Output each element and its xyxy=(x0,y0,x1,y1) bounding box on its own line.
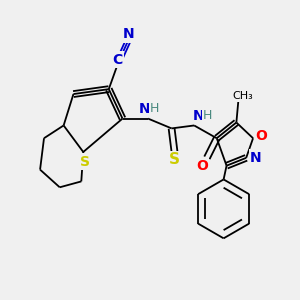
Text: S: S xyxy=(169,152,180,167)
Text: N: N xyxy=(138,102,150,116)
Text: CH₃: CH₃ xyxy=(233,91,254,101)
Text: H: H xyxy=(203,109,213,122)
Text: H: H xyxy=(150,102,160,115)
Text: S: S xyxy=(80,155,90,169)
Text: N: N xyxy=(192,109,204,123)
Text: N: N xyxy=(250,151,262,165)
Text: O: O xyxy=(255,129,267,143)
Text: C: C xyxy=(112,53,123,67)
Text: O: O xyxy=(196,159,208,173)
Text: N: N xyxy=(123,27,134,41)
